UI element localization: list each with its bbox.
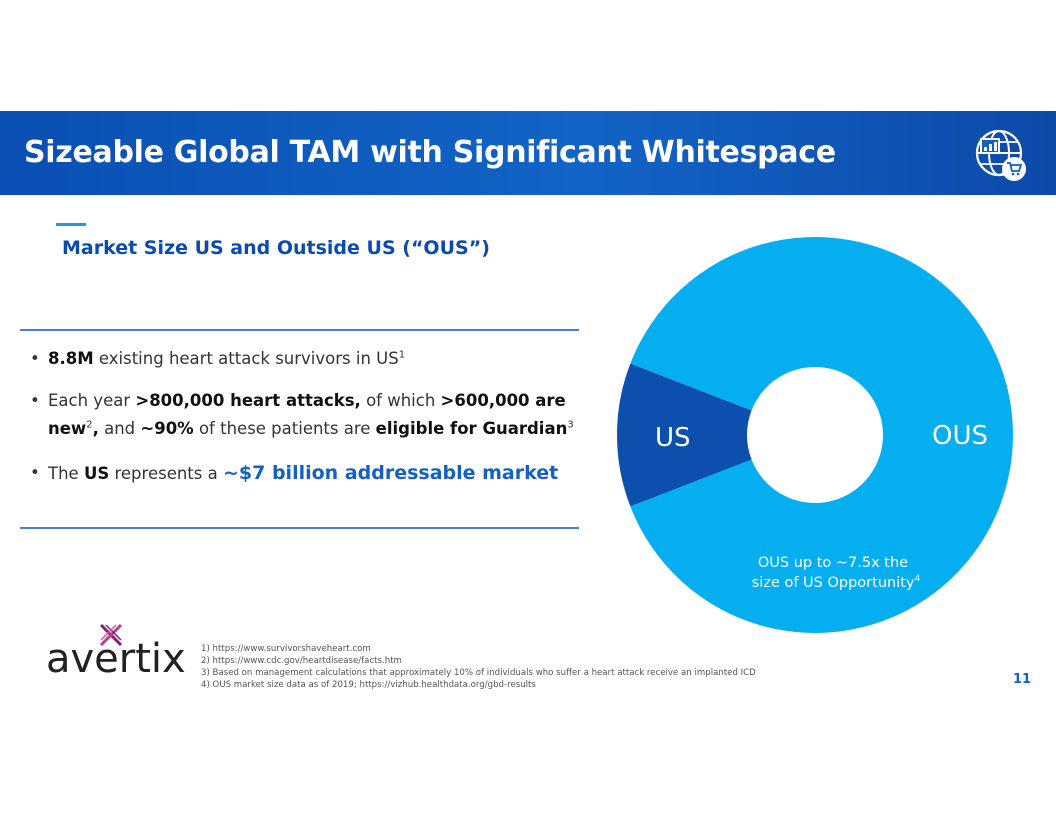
footnotes: 1) https://www.survivorshaveheart.com 2)… [201, 643, 801, 691]
chart-annotation-line2: size of US Opportunity4 [752, 574, 921, 591]
section-accent-dash [56, 223, 86, 226]
bullet-list: 8.8M existing heart attack survivors in … [30, 345, 590, 488]
bullet-heart-attacks: Each year >800,000 heart attacks, of whi… [30, 387, 590, 443]
slice-ous [630, 237, 1014, 634]
slice-us [617, 363, 752, 507]
globe-chart-cart-icon [975, 129, 1026, 181]
footnote: 3) Based on management calculations that… [201, 668, 756, 678]
divider-top [20, 329, 579, 331]
header-banner: Sizeable Global TAM with Significant Whi… [0, 111, 1056, 195]
bullet-addressable-market: The US represents a ~$7 billion addressa… [30, 459, 590, 488]
page-title: Sizeable Global TAM with Significant Whi… [24, 135, 836, 170]
section-title: Market Size US and Outside US (“OUS”) [62, 237, 490, 259]
slice-label-us: US [655, 423, 691, 453]
chart-annotation-line1: OUS up to ~7.5x the [758, 555, 908, 571]
footnote: 4) OUS market size data as of 2019; http… [201, 680, 536, 690]
logo-mark-icon [99, 623, 123, 647]
divider-bottom [20, 527, 579, 529]
page-number: 11 [1013, 672, 1032, 687]
avertix-logo: avertix [46, 622, 186, 684]
bullet-survivors: 8.8M existing heart attack survivors in … [30, 345, 590, 373]
slice-label-ous: OUS [932, 421, 988, 451]
footnote: 2) https://www.cdc.gov/heartdisease/fact… [201, 656, 402, 666]
footnote: 1) https://www.survivorshaveheart.com [201, 644, 371, 654]
logo-wordmark: avertix [46, 636, 186, 682]
